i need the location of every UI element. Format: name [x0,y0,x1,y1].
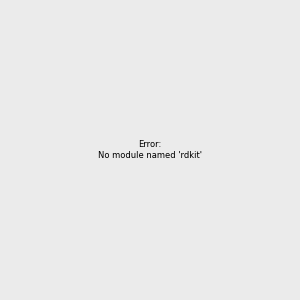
Text: Error:
No module named 'rdkit': Error: No module named 'rdkit' [98,140,202,160]
